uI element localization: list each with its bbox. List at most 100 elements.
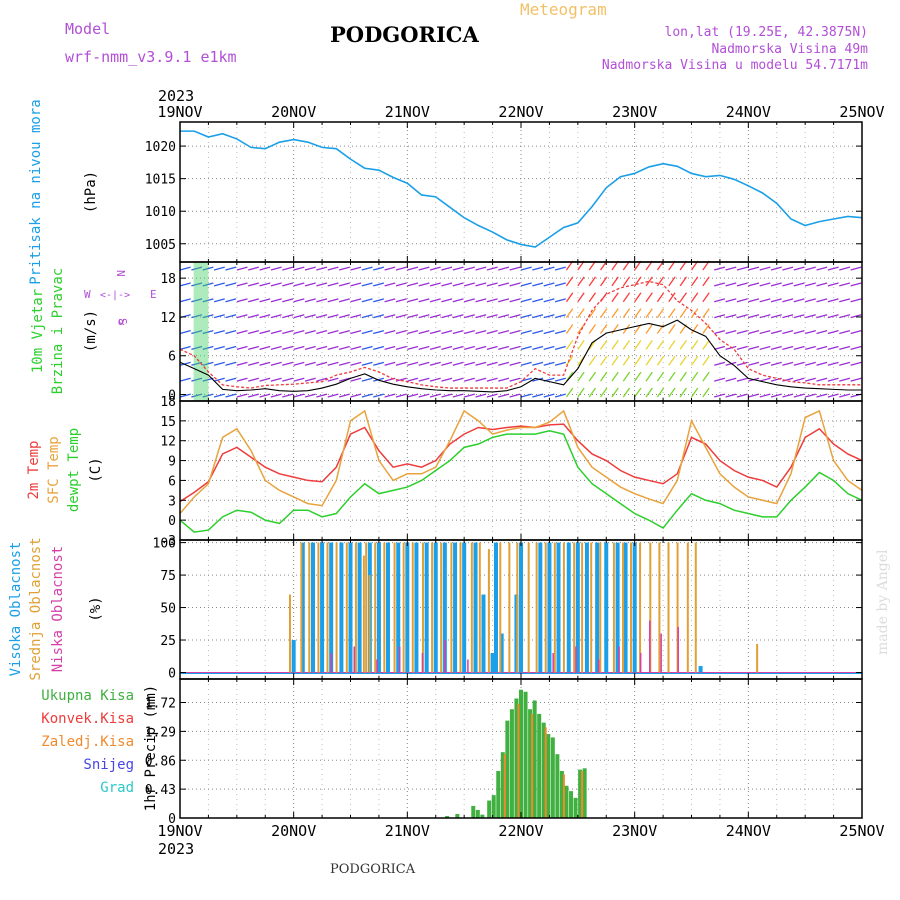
mid-cloud-bar <box>527 542 530 673</box>
mid-cloud-bar <box>362 555 365 673</box>
wind-barb <box>588 308 597 318</box>
model-elevation-label: Nadmorska Visina u modelu 54.7171m <box>601 58 868 73</box>
wind-barb <box>361 298 373 303</box>
wind-barb <box>475 330 487 335</box>
wind-barb <box>441 298 453 303</box>
wind-barb <box>384 361 396 366</box>
wind-barb <box>463 282 475 287</box>
y-tick-label: 0 <box>168 812 176 827</box>
mid-cloud-bar <box>629 542 632 673</box>
frozen-rain-bar <box>544 727 547 818</box>
wind-barb <box>361 361 373 366</box>
wind-barb <box>622 292 631 303</box>
high-cloud-bar <box>414 542 419 673</box>
mid-cloud-bar <box>756 643 759 673</box>
wind-barb <box>304 298 316 303</box>
wind-barb <box>702 292 710 303</box>
wind-barb <box>236 282 248 287</box>
wind-barb <box>622 387 631 398</box>
wind-barb <box>577 292 585 303</box>
wind-barb <box>702 276 710 287</box>
wind-barb <box>304 314 316 319</box>
frozen-rain-bar <box>503 754 506 818</box>
wind-barb <box>259 345 271 351</box>
mid-cloud-bar <box>590 542 593 673</box>
wind-barb <box>839 330 851 335</box>
wind-barb <box>816 266 828 271</box>
wind-barb <box>225 314 237 319</box>
wind-barb <box>429 314 441 319</box>
wind-barb <box>191 314 203 319</box>
wind-barb <box>395 345 407 351</box>
wind-barb <box>259 393 271 398</box>
wind-barb <box>202 314 214 319</box>
wind-barb <box>793 266 805 271</box>
mid-cloud-bar <box>421 542 424 673</box>
wind-barb <box>327 393 339 398</box>
wind-barb <box>236 393 248 398</box>
wind-barb <box>395 330 407 335</box>
wind-barb <box>418 345 430 351</box>
wind-barb <box>304 377 316 382</box>
wind-barb <box>804 377 816 382</box>
wind-barb <box>213 330 225 335</box>
wind-barb <box>498 393 510 398</box>
wind-barb <box>304 282 316 287</box>
wind-barb <box>804 330 816 335</box>
wind-barb <box>350 393 362 398</box>
high-cloud-bar <box>396 542 401 673</box>
wind-barb <box>395 361 407 366</box>
high-cloud-bar <box>453 542 458 673</box>
total-rain-bar <box>573 797 578 818</box>
wind-barb <box>622 339 631 350</box>
wind-barb <box>452 282 464 287</box>
wind-barb <box>770 330 782 335</box>
high-cloud-bar <box>442 542 447 673</box>
wind-barb <box>327 345 339 351</box>
wind-barb <box>418 282 430 287</box>
wind-barb <box>839 345 851 351</box>
wind-barb <box>532 314 544 319</box>
wind-barb <box>554 314 566 319</box>
wind-barb <box>202 282 214 287</box>
wind-barb <box>282 361 294 366</box>
high-cloud-bar <box>604 542 609 673</box>
wind-barb <box>373 361 385 366</box>
wind-barb <box>600 276 608 287</box>
wind-barb <box>577 355 585 366</box>
high-cloud-bar <box>310 542 315 673</box>
wind-barb <box>839 361 851 366</box>
wind-barb <box>373 298 385 303</box>
wind-barb <box>270 393 282 398</box>
wind-barb <box>554 266 566 271</box>
wind-barb <box>429 345 441 351</box>
wind-barb <box>520 393 532 398</box>
wind-barb <box>532 377 544 382</box>
wind-barb <box>191 345 203 351</box>
wind-barb <box>668 324 676 334</box>
wind-barb <box>441 361 453 366</box>
wind-barb <box>850 361 862 366</box>
high-cloud-bar <box>339 542 344 673</box>
wind-barb <box>736 377 748 382</box>
wind-barb <box>213 266 225 271</box>
wind-barb <box>554 330 566 335</box>
model-label: Model <box>65 20 111 38</box>
wind-barb <box>611 371 619 382</box>
wind-barb <box>213 314 225 319</box>
high-cloud-bar <box>519 542 523 673</box>
wind-barb <box>782 266 794 271</box>
wind-barb <box>588 355 597 366</box>
wind-barb <box>316 377 328 382</box>
x-tick-label-bottom: 20NOV <box>271 822 316 840</box>
wind-barb <box>361 282 373 287</box>
total-rain-bar <box>537 713 542 818</box>
wind-barb <box>816 314 828 319</box>
y-tick-label: 100 <box>153 537 176 552</box>
wind-barb <box>804 345 816 351</box>
wind-barb <box>543 266 555 271</box>
wind-barb <box>770 393 782 398</box>
temp-unit-label: (C) <box>88 457 104 482</box>
wind-barb <box>293 361 305 366</box>
